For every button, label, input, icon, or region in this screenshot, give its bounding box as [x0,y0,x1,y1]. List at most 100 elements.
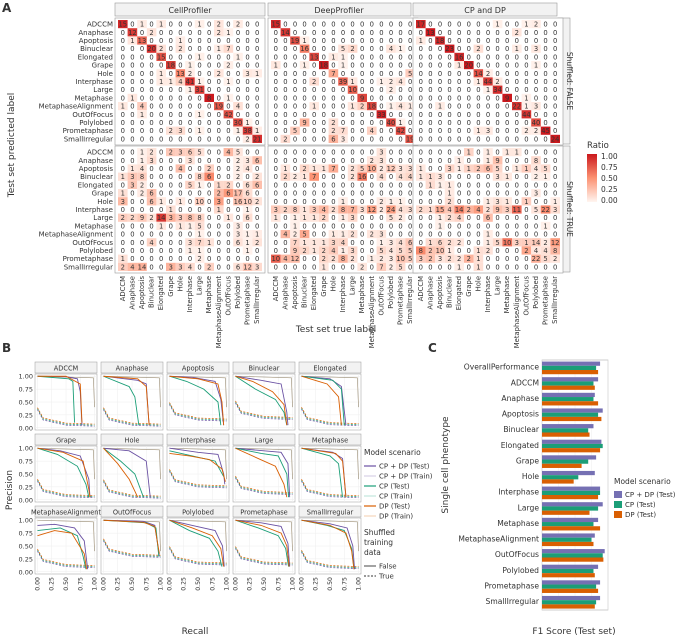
heatmap-row-label: Hole [97,70,113,78]
heatmap-cell [338,44,348,53]
heatmap-cell-value: 0 [543,157,547,165]
heatmap-cell-value: 0 [350,198,354,206]
heatmap-cell [376,197,387,206]
heatmap-cell-value: 6 [255,181,259,189]
heatmap-cell-value: 0 [505,255,509,263]
heatmap-cell-value: 0 [140,127,144,135]
heatmap-cell-value: 0 [302,190,306,198]
heatmap-cell [137,213,147,222]
heatmap-cell-value: 0 [130,222,134,230]
heatmap-cell-value: 1 [341,53,345,61]
heatmap-cell-value: 34 [493,86,502,94]
heatmap-cell-value: 0 [302,255,306,263]
heatmap-cell-value: 0 [274,198,278,206]
heatmap-cell-value: 1 [398,45,402,53]
pr-facet-title: Anaphase [116,365,149,373]
heatmap-cell-value: 1 [293,214,297,222]
heatmap-cell [347,172,358,181]
heatmap-cell [367,126,377,135]
heatmap-cell-value: 0 [283,190,287,198]
heatmap-cell-value: 0 [534,135,538,143]
heatmap-cell [328,246,339,255]
heatmap-cell [444,44,455,53]
heatmap-cell [502,93,512,102]
heatmap-cell-value: 0 [505,127,509,135]
heatmap-cell [185,77,195,86]
heatmap-cell-value: 0 [217,127,221,135]
heatmap-cell-value: 0 [207,45,211,53]
heatmap-cell-value: 0 [236,181,240,189]
heatmap-cell [214,102,224,111]
pr-x-tick-label: 1.00 [92,577,99,591]
heatmap-cell-value: 42 [396,127,405,135]
heatmap-cell-value: 0 [274,37,278,45]
heatmap-cell-value: 6 [236,263,240,271]
heatmap-cell [214,28,224,37]
heatmap-cell [156,197,166,206]
heatmap-cell-value: 4 [178,165,182,173]
heatmap-cell [175,126,186,135]
heatmap-cell-value: 2 [370,231,374,239]
heatmap-cell-value: 3 [130,181,134,189]
pr-facet-strip [166,361,230,374]
heatmap-cell-value: 0 [283,222,287,230]
heatmap-cell [328,69,339,78]
heatmap-cell-value: 0 [438,231,442,239]
heatmap-cell [395,197,406,206]
heatmap-cell [146,28,157,37]
heatmap-cell-value: 0 [121,127,125,135]
heatmap-cell-value: 0 [419,149,423,157]
heatmap-col-label: Prometaphase [542,276,550,325]
heatmap-cell-value: 0 [341,173,345,181]
heatmap-cell-value: 0 [350,94,354,102]
heatmap-cell [367,164,377,173]
heatmap-cell [386,205,396,214]
heatmap-cell-value: 1 [341,62,345,70]
pr-shuffled-curve [301,478,359,496]
pr-facet-title: Binuclear [249,365,280,373]
heatmap-cell-value: 0 [302,127,306,135]
heatmap-cell-value: 0 [121,29,125,37]
heatmap-col-label: Polylobed [532,276,540,309]
pr-y-tick-label: 0.25 [19,483,33,491]
heatmap-cell-value: 0 [226,165,230,173]
f1-category-label: ADCCM [511,378,539,387]
heatmap-cell-value: 3 [553,206,557,214]
heatmap-cell-value: 0 [553,263,557,271]
heatmap-cell-value: 0 [293,111,297,119]
heatmap-cell-value: 0 [121,78,125,86]
heatmap-cell-value: 0 [457,111,461,119]
heatmap-cell-value: 3 [236,222,240,230]
heatmap-cell-value: 0 [331,94,335,102]
heatmap-group: 15 0 1 0 1 0 0 0 1 0 2 0 2 0 00 12 0 2 0 0 0 0 0 0 2 1 0 0 00 1 13 0 0 0 1… [39,17,564,348]
heatmap-cell-value: 0 [207,190,211,198]
heatmap-cell-value: 2 [207,165,211,173]
heatmap-cell [309,213,319,222]
heatmap-cell [156,221,166,230]
pr-facet-strip [166,505,230,518]
heatmap-cell-value: 0 [341,37,345,45]
heatmap-cell [309,164,319,173]
heatmap-cell-value: 0 [149,222,153,230]
heatmap-cell-value: 0 [350,127,354,135]
heatmap-cell-value: 0 [188,206,192,214]
heatmap-cell-value: 0 [495,263,499,271]
heatmap-cell-value: 0 [207,214,211,222]
heatmap-cell-value: 0 [226,119,230,127]
heatmap-cell-value: 0 [159,255,163,263]
heatmap-cell [194,20,205,29]
heatmap-cell-value: 0 [331,45,335,53]
heatmap-cell-value: 0 [457,149,461,157]
heatmap-cell-value: 0 [505,222,509,230]
f1-bar [542,557,604,562]
pr-test-curve [301,519,355,570]
heatmap-cell-value: 0 [217,247,221,255]
heatmap-cell-value: 0 [159,247,163,255]
heatmap-cell-value: 0 [438,165,442,173]
pr-y-tick-label: 0.75 [19,530,33,538]
heatmap-cell-value: 0 [476,173,480,181]
heatmap-cell-value: 0 [322,222,326,230]
heatmap-cell [280,205,291,214]
pr-test-curve [103,375,150,426]
pr-train-curve [235,447,293,480]
